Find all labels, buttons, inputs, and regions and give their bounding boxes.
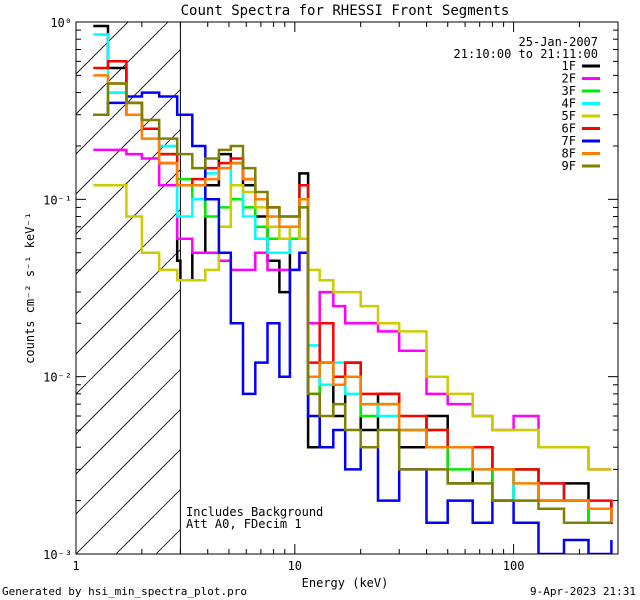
axes: 1 10 100 10⁰ 10⁻¹ 10⁻² 10⁻³ [43,16,619,573]
time-range-label: 21:10:00 to 21:11:00 [454,47,599,61]
footer-generated-by: Generated by hsi_min_spectra_plot.pro [2,585,247,598]
legend-label-1F: 1F [562,59,576,73]
hatch-line [76,22,129,75]
y-tick-label: 10⁻² [43,371,72,385]
footer-timestamp: 9-Apr-2023 21:31 [530,585,636,598]
chart-title: Count Spectra for RHESSI Front Segments [181,3,510,19]
x-axis-label: Energy (keV) [302,576,389,590]
legend-label-8F: 8F [562,147,576,161]
hatch-line [76,22,169,115]
x-tick-label: 10 [288,559,302,573]
legend-label-9F: 9F [562,159,576,173]
annotation-attenuator: Att A0, FDecim 1 [186,517,302,531]
y-axis-label: counts cm⁻² s⁻¹ keV⁻¹ [23,212,37,364]
legend-label-4F: 4F [562,97,576,111]
annotation-background: Includes Background [186,505,323,519]
series-layer [93,24,613,554]
hatch-line [636,0,640,554]
hatch-line [76,22,209,155]
x-tick-label: 1 [72,559,79,573]
series-9F [93,82,612,525]
legend-label-3F: 3F [562,84,576,98]
y-tick-label: 10⁻³ [43,548,72,562]
legend-label-5F: 5F [562,109,576,123]
x-tick-label: 100 [503,559,525,573]
legend-label-6F: 6F [562,122,576,136]
plot-frame [75,21,619,555]
legend-label-7F: 7F [562,134,576,148]
y-tick-label: 10⁰ [50,16,72,30]
y-tick-label: 10⁻¹ [43,193,72,207]
date-label: 25-Jan-2007 [519,35,598,49]
legend-label-2F: 2F [562,72,576,86]
series-8F [93,74,613,523]
series-5F [93,184,612,471]
